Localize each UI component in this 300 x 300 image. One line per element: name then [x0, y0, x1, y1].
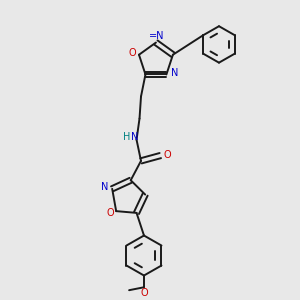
- Text: N: N: [171, 68, 178, 78]
- Text: O: O: [140, 288, 148, 298]
- Text: O: O: [129, 48, 136, 58]
- Text: H: H: [123, 132, 131, 142]
- Text: =N: =N: [149, 31, 164, 41]
- Text: N: N: [131, 132, 139, 142]
- Text: O: O: [163, 150, 171, 160]
- Text: N: N: [101, 182, 108, 192]
- Text: O: O: [106, 208, 114, 218]
